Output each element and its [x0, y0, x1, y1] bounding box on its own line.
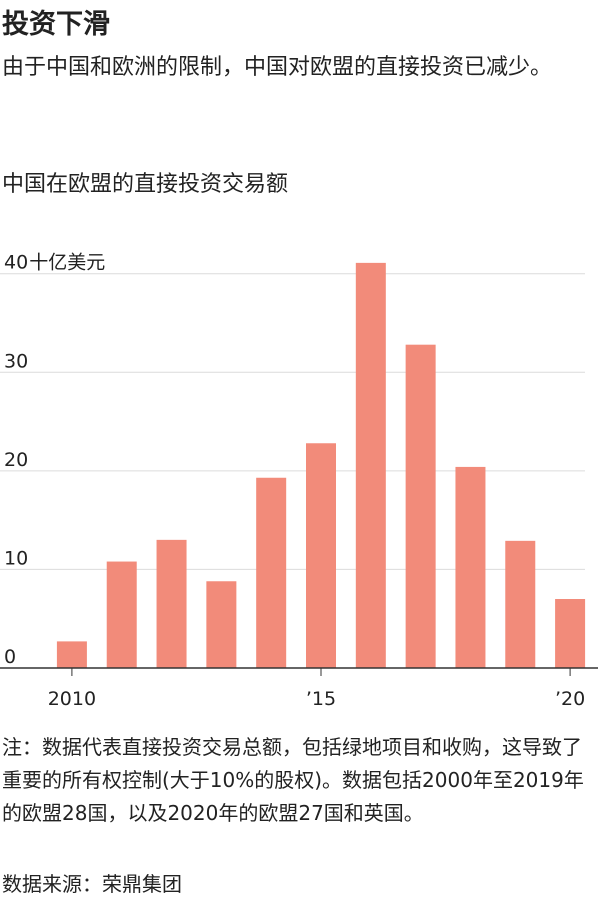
bar — [505, 540, 536, 668]
bar — [106, 561, 137, 668]
y-axis-label: 十亿美元 — [29, 252, 105, 274]
x-tick-label: 2010 — [48, 688, 96, 710]
y-tick-label: 40 — [4, 252, 28, 274]
title: 投资下滑 — [2, 9, 110, 40]
y-tick-label: 20 — [4, 449, 28, 471]
bar — [555, 599, 586, 668]
y-tick-label: 0 — [4, 646, 16, 668]
note: 注：数据代表直接投资交易总额，包括绿地项目和收购，这导致了重要的所有权控制(大于… — [2, 735, 584, 825]
bar — [405, 344, 436, 668]
bar — [455, 466, 486, 668]
subtitle: 由于中国和欧洲的限制，中国对欧盟的直接投资已减少。 — [2, 55, 553, 80]
bar — [256, 477, 287, 668]
y-tick-label: 30 — [4, 350, 28, 372]
bar — [306, 443, 336, 668]
source: 数据来源：荣鼎集团 — [2, 872, 182, 896]
chart-title: 中国在欧盟的直接投资交易额 — [2, 172, 289, 197]
x-tick-label: ’20 — [555, 688, 585, 710]
x-tick-label: ’15 — [306, 688, 336, 710]
bar — [355, 262, 386, 668]
bar — [156, 539, 187, 668]
y-tick-label: 10 — [4, 547, 28, 569]
chart: 0 10 20 30 40 2010 ’15 ’20 十亿美元 — [0, 252, 598, 710]
bar — [56, 641, 87, 668]
bar — [206, 581, 237, 668]
